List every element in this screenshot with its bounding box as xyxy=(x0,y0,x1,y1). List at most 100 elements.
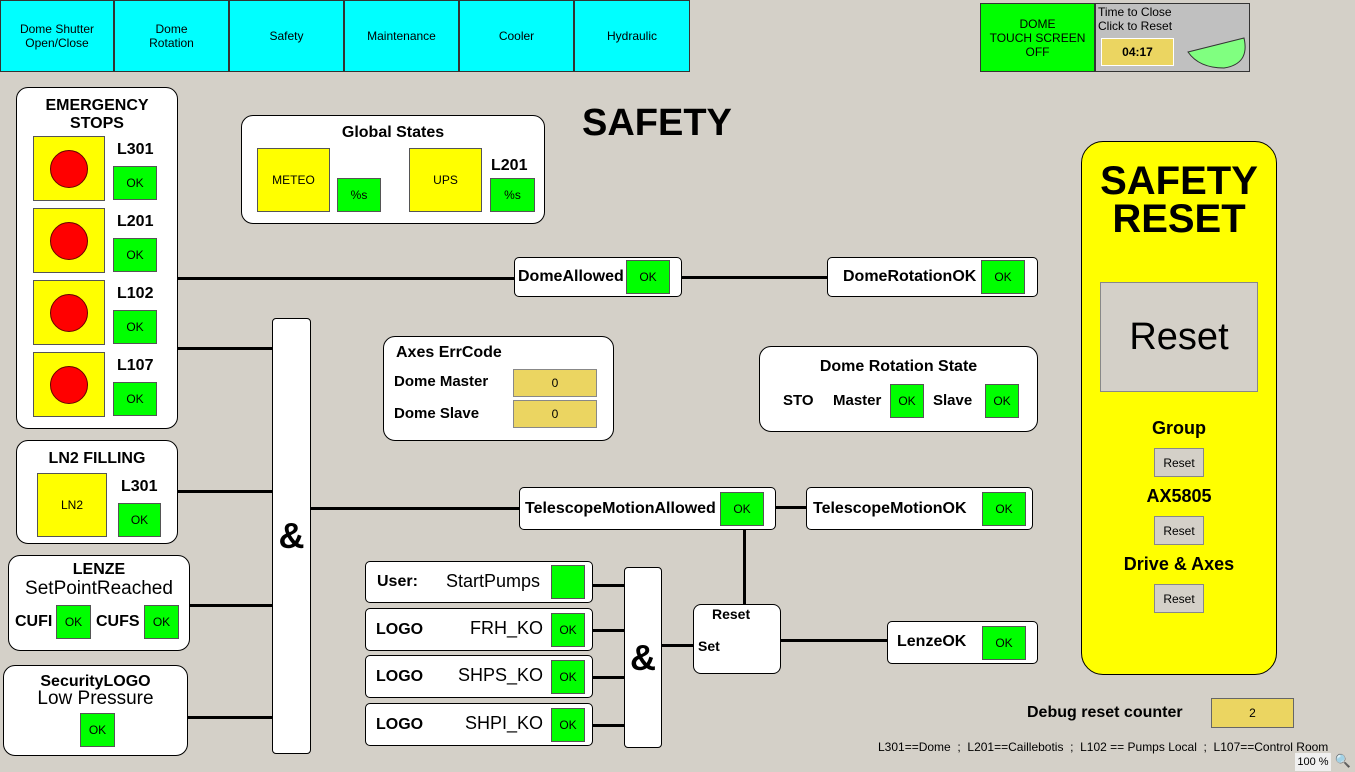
logo-signal-status: OK xyxy=(551,660,585,694)
ln2-status: OK xyxy=(118,503,161,537)
dome-allowed-status: OK xyxy=(626,260,670,294)
reset-set-latch: Reset Set xyxy=(693,604,781,674)
cufs-status: OK xyxy=(144,605,179,639)
ln2-filling-panel: LN2 FILLING LN2 L301 OK xyxy=(16,440,178,544)
dome-slave-value: 0 xyxy=(513,400,597,428)
ups-indicator: UPS xyxy=(409,148,482,212)
location-legend: L301==Dome ; L201==Caillebotis ; L102 ==… xyxy=(878,740,1329,754)
ups-location: L201 xyxy=(491,157,528,174)
emergency-stop-status: OK xyxy=(113,166,157,200)
dome-rotation-ok-box: DomeRotationOK OK xyxy=(827,257,1038,297)
nav-cooler[interactable]: Cooler xyxy=(459,0,574,72)
connector-line xyxy=(592,629,624,632)
debug-reset-counter-label: Debug reset counter xyxy=(1027,704,1183,721)
cufs-label: CUFS xyxy=(96,613,140,630)
emergency-stop-button-icon xyxy=(50,222,88,260)
lenze-ok-label: LenzeOK xyxy=(897,633,967,650)
dome-rotation-ok-label: DomeRotationOK xyxy=(843,268,977,285)
logo-signal-status: OK xyxy=(551,613,585,647)
and-gate: & xyxy=(272,318,311,754)
security-logo-status: OK xyxy=(80,713,115,747)
lenze-ok-box: LenzeOK OK xyxy=(887,621,1038,664)
latch-set-label: Set xyxy=(698,638,720,654)
telescope-motion-ok-status: OK xyxy=(982,492,1026,526)
latch-reset-label: Reset xyxy=(712,606,751,622)
emergency-stop-indicator xyxy=(33,208,105,273)
emergency-stop-status: OK xyxy=(113,238,157,272)
emergency-stop-location: L107 xyxy=(117,357,154,374)
nav-dome-shutter[interactable]: Dome Shutter Open/Close xyxy=(0,0,114,72)
nav-hydraulic[interactable]: Hydraulic xyxy=(574,0,690,72)
dome-rotation-state-panel: Dome Rotation State STO Master OK Slave … xyxy=(759,346,1038,432)
lenze-ok-status: OK xyxy=(982,626,1026,660)
connector-line xyxy=(177,490,272,493)
connector-line xyxy=(177,347,272,350)
ax5805-reset-button[interactable]: Reset xyxy=(1154,516,1204,545)
telescope-motion-allowed-status: OK xyxy=(720,492,764,526)
timer-value: 04:17 xyxy=(1101,38,1174,66)
emergency-stop-status: OK xyxy=(113,310,157,344)
emergency-stop-button-icon xyxy=(50,294,88,332)
emergency-stop-indicator xyxy=(33,136,105,201)
connector-line xyxy=(743,529,746,604)
start-pumps-toggle[interactable] xyxy=(551,565,585,599)
logo-status-box: LOGO FRH_KO OK xyxy=(365,608,593,651)
connector-line xyxy=(681,276,827,279)
time-to-close-panel[interactable]: Time to Close Click to Reset 04:17 xyxy=(1095,3,1250,72)
start-pumps-label: StartPumps xyxy=(446,571,541,591)
ln2-indicator: LN2 xyxy=(37,473,107,537)
lenze-title: LENZE xyxy=(72,561,126,578)
dome-touch-screen-button[interactable]: DOME TOUCH SCREEN OFF xyxy=(980,3,1095,72)
safety-reset-button[interactable]: Reset xyxy=(1100,282,1258,392)
emergency-stop-button-icon xyxy=(50,366,88,404)
connector-line xyxy=(187,716,272,719)
lenze-panel: LENZE SetPointReached CUFI OK CUFS OK xyxy=(8,555,190,651)
dome-allowed-label: DomeAllowed xyxy=(518,268,624,285)
and-gate-pumps: & xyxy=(624,567,662,748)
drive-axes-label: Drive & Axes xyxy=(1123,554,1235,574)
nav-dome-rotation[interactable]: Dome Rotation xyxy=(114,0,229,72)
global-states-panel: Global States METEO %s UPS L201 %s xyxy=(241,115,545,224)
slave-status: OK xyxy=(985,384,1019,418)
ln2-title: LN2 FILLING xyxy=(48,450,146,467)
connector-line xyxy=(177,277,514,280)
telescope-motion-ok-label: TelescopeMotionOK xyxy=(813,500,967,517)
dome-allowed-box: DomeAllowed OK xyxy=(514,257,682,297)
user-start-pumps-box: User: StartPumps xyxy=(365,561,593,603)
cufi-status: OK xyxy=(56,605,91,639)
connector-line xyxy=(592,724,624,727)
dome-master-label: Dome Master xyxy=(394,373,489,390)
ln2-location: L301 xyxy=(121,478,158,495)
connector-line xyxy=(780,639,887,642)
connector-line xyxy=(189,604,272,607)
telescope-motion-allowed-box: TelescopeMotionAllowed OK xyxy=(519,487,776,530)
emergency-stop-button-icon xyxy=(50,150,88,188)
safety-reset-title: SAFETY RESET xyxy=(1100,159,1258,241)
axes-errcode-panel: Axes ErrCode Dome Master 0 Dome Slave 0 xyxy=(383,336,614,441)
nav-safety[interactable]: Safety xyxy=(229,0,344,72)
emergency-stops-title: EMERGENCY STOPS xyxy=(45,97,149,132)
slave-label: Slave xyxy=(933,392,973,409)
nav-maintenance[interactable]: Maintenance xyxy=(344,0,459,72)
connector-line xyxy=(592,584,624,587)
master-status: OK xyxy=(890,384,924,418)
zoom-icon[interactable]: 🔍 xyxy=(1334,753,1352,768)
ax5805-label: AX5805 xyxy=(1146,486,1212,506)
telescope-motion-allowed-label: TelescopeMotionAllowed xyxy=(525,500,716,517)
security-logo-title: SecurityLOGO xyxy=(40,673,151,690)
ups-status: %s xyxy=(490,178,535,212)
logo-prefix: LOGO xyxy=(376,716,424,733)
emergency-stop-location: L102 xyxy=(117,285,154,302)
drive-axes-reset-button[interactable]: Reset xyxy=(1154,584,1204,613)
global-states-title: Global States xyxy=(341,124,445,141)
group-reset-button[interactable]: Reset xyxy=(1154,448,1204,477)
meteo-status: %s xyxy=(337,178,381,212)
emergency-stop-location: L201 xyxy=(117,213,154,230)
logo-status-box: LOGO SHPS_KO OK xyxy=(365,655,593,698)
logo-status-box: LOGO SHPI_KO OK xyxy=(365,703,593,746)
logo-signal-label: SHPS_KO xyxy=(457,665,543,685)
connector-line xyxy=(661,644,693,647)
logo-signal-label: FRH_KO xyxy=(469,618,543,638)
connector-line xyxy=(775,506,806,509)
dome-rotation-state-title: Dome Rotation State xyxy=(819,358,978,375)
